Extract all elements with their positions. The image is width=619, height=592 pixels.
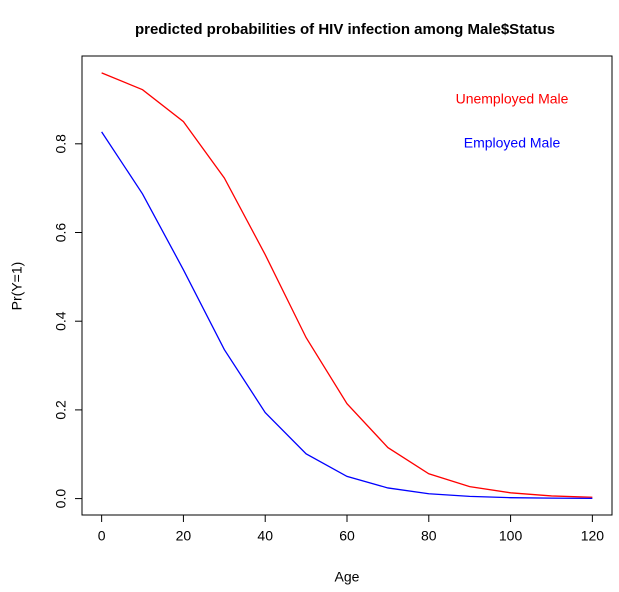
x-axis-label: Age <box>335 569 360 585</box>
x-tick-label: 120 <box>581 528 605 544</box>
y-tick-label: 0.8 <box>53 134 69 154</box>
legend-entry: Employed Male <box>464 135 561 151</box>
x-tick-label: 40 <box>257 528 273 544</box>
chart-title: predicted probabilities of HIV infection… <box>135 21 555 38</box>
y-axis-label: Pr(Y=1) <box>9 262 25 311</box>
series-line <box>101 131 593 500</box>
x-tick-label: 100 <box>499 528 523 544</box>
legend-entry: Unemployed Male <box>456 91 569 107</box>
y-tick-label: 0.0 <box>53 489 69 509</box>
y-tick-label: 0.4 <box>53 311 69 331</box>
x-tick-label: 20 <box>176 528 192 544</box>
plot-frame <box>81 55 613 516</box>
y-tick-label: 0.6 <box>53 223 69 243</box>
series-line <box>101 72 593 498</box>
x-tick-label: 80 <box>421 528 437 544</box>
x-tick-label: 60 <box>339 528 355 544</box>
x-tick-label: 0 <box>98 528 106 544</box>
y-tick-label: 0.2 <box>53 400 69 420</box>
